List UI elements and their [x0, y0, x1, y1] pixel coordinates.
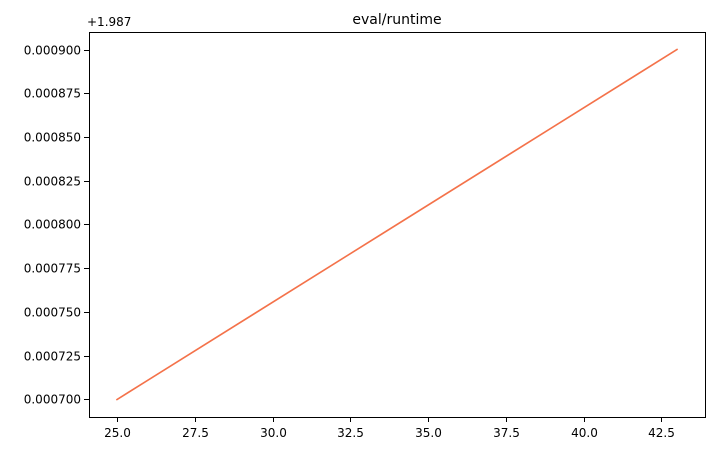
y-axis-offset-label: +1.987: [87, 15, 131, 29]
x-tick-label: 35.0: [415, 426, 442, 440]
plot-series: [115, 48, 679, 401]
y-tick-label: 0.000775: [24, 262, 81, 276]
y-tick-label: 0.000900: [24, 44, 81, 58]
x-tick-label: 25.0: [104, 426, 131, 440]
x-tick-label: 37.5: [493, 426, 520, 440]
x-tick-label: 42.5: [648, 426, 675, 440]
plot-frame: [89, 32, 706, 418]
y-tick-label: 0.000800: [24, 218, 81, 232]
y-tick-label: 0.000725: [24, 350, 81, 364]
chart-title: eval/runtime: [352, 12, 441, 28]
y-tick-label: 0.000700: [24, 393, 81, 407]
y-tick-label: 0.000825: [24, 175, 81, 189]
x-tick-label: 30.0: [260, 426, 287, 440]
x-tick-label: 40.0: [571, 426, 598, 440]
x-tick-label: 27.5: [182, 426, 209, 440]
y-axis: 0.000700 0.000725 0.000750 0.000775 0.000800…: [24, 44, 89, 407]
series-line-0: [115, 48, 679, 401]
y-tick-label: 0.000875: [24, 87, 81, 101]
y-tick-label: 0.000750: [24, 306, 81, 320]
y-tick-label: 0.000850: [24, 131, 81, 145]
x-axis: 25.0 27.5 30.0 32.5 35.0 37.5 40.0 42.5: [104, 417, 675, 440]
x-tick-label: 32.5: [337, 426, 364, 440]
